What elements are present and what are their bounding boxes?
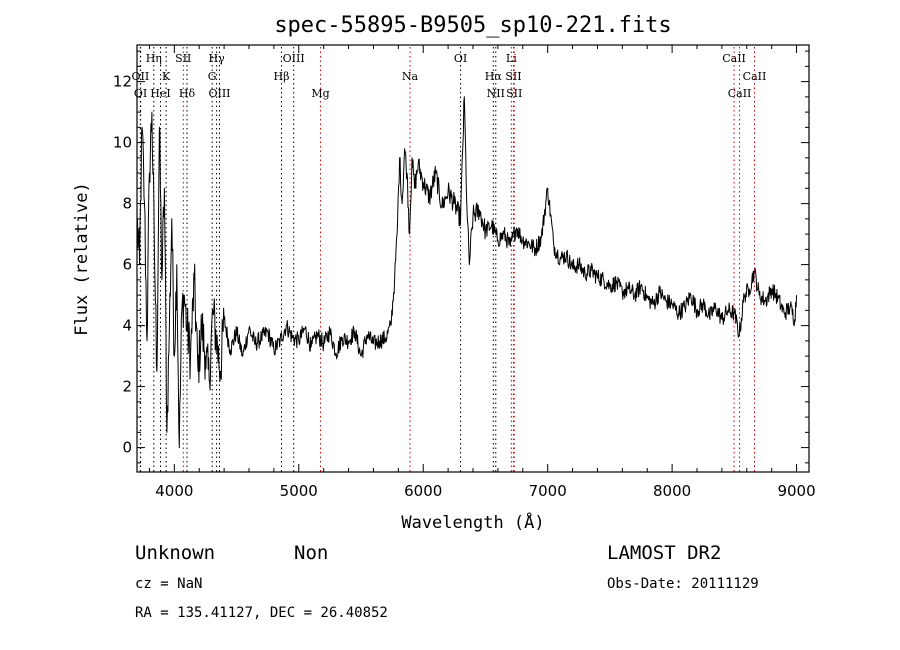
line-marker-label: K <box>162 70 171 83</box>
obs-date-label: Obs-Date: 20111129 <box>607 576 759 592</box>
series-layer <box>136 96 798 449</box>
line-marker-label: Hβ <box>274 70 290 83</box>
line-marker-label: OIII <box>208 87 230 100</box>
line-marker-label: Hα <box>485 70 503 83</box>
x-tick-label: 4000 <box>155 482 193 500</box>
x-tick-label: 6000 <box>404 482 442 500</box>
line-marker-label: CaII <box>722 52 746 65</box>
line-marker-label: OI <box>454 52 467 65</box>
line-marker-label: HeI <box>150 87 170 100</box>
line-marker-label: Mg <box>311 87 329 100</box>
y-axis-label: Flux (relative) <box>72 182 92 336</box>
x-tick-label: 5000 <box>280 482 318 500</box>
line-marker-label: CaII <box>728 87 752 100</box>
survey-label: LAMOST DR2 <box>607 542 721 564</box>
class-label: Unknown <box>135 542 215 564</box>
line-marker-label: OI <box>134 87 147 100</box>
line-marker-label: Na <box>402 70 419 83</box>
y-tick-label: 2 <box>122 378 132 396</box>
y-tick-label: 0 <box>122 439 132 457</box>
subclass-label: Non <box>294 542 328 564</box>
line-marker-label: NII <box>487 87 505 100</box>
radec-label: RA = 135.41127, DEC = 26.40852 <box>135 605 388 621</box>
line-marker-label: Li <box>506 52 517 65</box>
line-marker-label: OIII <box>283 52 305 65</box>
y-tick-label: 10 <box>113 134 132 152</box>
x-tick-label: 8000 <box>653 482 691 500</box>
line-marker-label: CaII <box>743 70 767 83</box>
line-marker-label: Hγ <box>209 52 226 65</box>
line-marker-label: Hδ <box>179 87 196 100</box>
tick-layer: 4000 5000 6000 7000 8000 9000 0 2 4 6 8 10 12 <box>113 45 816 500</box>
x-tick-label: 7000 <box>529 482 567 500</box>
y-tick-label: 6 <box>122 256 132 274</box>
y-tick-label: 8 <box>122 195 132 213</box>
line-marker-label: G <box>208 70 217 83</box>
line-marker-label: SII <box>175 52 191 65</box>
x-axis-label: Wavelength (Å) <box>401 511 544 533</box>
line-marker-label: SII <box>506 87 522 100</box>
y-tick-label: 12 <box>113 73 132 91</box>
cz-label: cz = NaN <box>135 576 202 592</box>
chart-title: spec-55895-B9505_sp10-221.fits <box>274 13 671 38</box>
spectrum-series-0 <box>136 96 798 449</box>
line-marker-label: OII <box>132 70 150 83</box>
plot-frame <box>136 44 810 473</box>
line-marker-label: Hη <box>146 52 162 65</box>
x-tick-label: 9000 <box>777 482 815 500</box>
y-tick-label: 4 <box>122 317 132 335</box>
line-marker-label: SII <box>505 70 521 83</box>
